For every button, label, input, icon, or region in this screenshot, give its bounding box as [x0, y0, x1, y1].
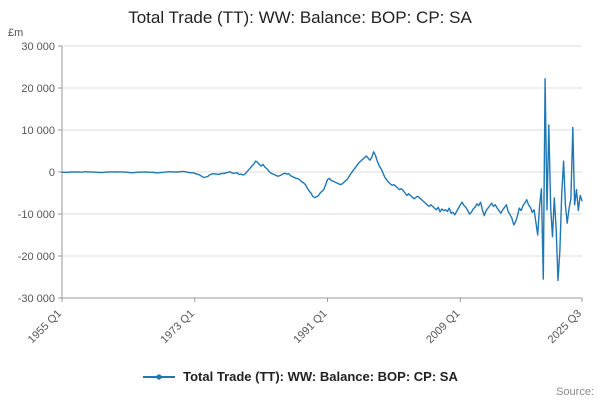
x-tick-label: 1991 Q1 — [291, 308, 329, 346]
chart-canvas: 30 000 20 000 10 000 0 -10 000 -20 000 -30 000… — [18, 41, 584, 346]
y-tick-label: -30 000 — [18, 293, 55, 305]
y-tick-label: -20 000 — [18, 251, 55, 263]
source-label: Source: — [556, 386, 594, 398]
x-tick-label: 1955 Q1 — [26, 308, 64, 346]
y-tick-label: 0 — [49, 167, 55, 179]
chart-title: Total Trade (TT): WW: Balance: BOP: CP: … — [128, 8, 472, 27]
y-tick-label: 20 000 — [21, 83, 55, 95]
y-tick-label: 10 000 — [21, 125, 55, 137]
x-tick-label: 2025 Q3 — [546, 308, 584, 346]
y-tick-label: -10 000 — [18, 209, 55, 221]
y-axis-unit-label: £m — [8, 27, 24, 39]
y-tick-label: 30 000 — [21, 41, 55, 53]
x-tick-label: 2009 Q1 — [424, 308, 462, 346]
legend: Total Trade (TT): WW: Balance: BOP: CP: … — [0, 369, 600, 384]
series-line — [61, 78, 583, 282]
x-tick-label: 1973 Q1 — [159, 308, 197, 346]
legend-line-marker-icon — [143, 373, 176, 380]
legend-label: Total Trade (TT): WW: Balance: BOP: CP: … — [183, 369, 458, 384]
